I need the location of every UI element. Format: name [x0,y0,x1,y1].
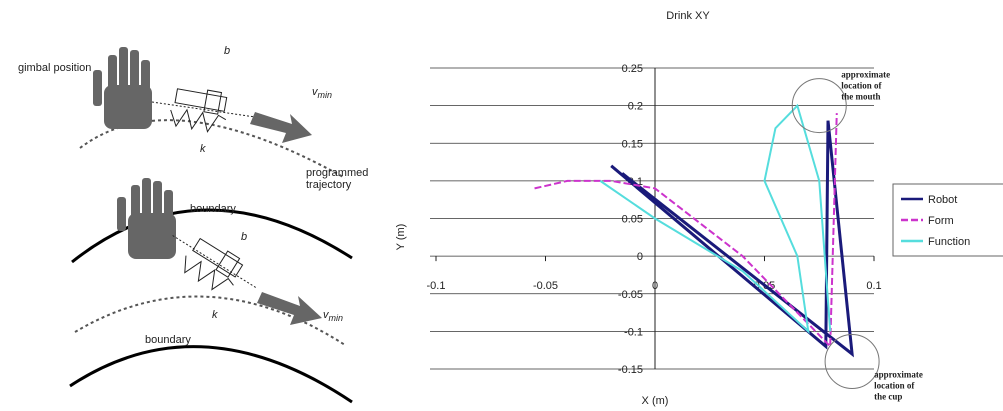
label: programmed [306,167,368,179]
palm [104,85,152,129]
x-tick-label: -0.1 [427,280,446,292]
x-axis-label: X (m) [642,395,669,407]
label: k [212,309,218,321]
velocity-arrow [257,292,322,325]
chart-title: Drink XY [666,10,710,22]
boundary [71,208,353,264]
label: boundary [190,203,236,215]
label: b [241,231,247,243]
series-line [610,120,854,358]
annotation: approximate [874,369,923,379]
y-tick-label: 0.15 [622,138,643,150]
chart: Drink XY X (m) Y (m) 0.25 0.2 0.15 0.1 0.05 0 -0.… [395,10,1003,407]
annotation-circle [791,78,847,134]
link [151,101,263,119]
label: b [224,45,230,57]
y-tick-label: 0.2 [628,101,643,113]
y-tick-label: 0.25 [622,63,643,75]
spring-damper [172,235,258,291]
label: trajectory [306,179,352,191]
x-tick-label: 0 [652,280,658,292]
annotation-circle [824,333,880,389]
annotation: location of [841,81,882,91]
label: gimbal position [18,62,91,74]
thumb [93,70,102,106]
finger [130,50,139,95]
y-axis-label: Y (m) [395,224,407,251]
diagram-top: gimbal position b k vmin programmed traj… [18,45,368,191]
annotation: approximate [841,70,890,80]
label: boundary [145,334,191,346]
diagram-bottom: boundary b k vmin boundary [69,178,353,404]
thumb [117,197,126,231]
y-tick-label: -0.1 [624,326,643,338]
label: vmin [312,86,332,100]
velocity-arrow [250,112,312,143]
y-tick-label: -0.05 [618,289,643,301]
label: k [200,143,206,155]
palm [128,213,176,259]
finger [119,47,128,95]
label: vmin [323,309,343,323]
series-line [599,103,832,335]
annotation: the cup [874,391,902,401]
y-tick-label: 0 [637,251,643,263]
annotation: location of [874,380,915,390]
x-tick-label: 0.1 [866,280,881,292]
y-tick-label: 0.05 [622,214,643,226]
y-tick-label: -0.15 [618,364,643,376]
x-tick-label: -0.05 [533,280,558,292]
trajectory [74,295,346,346]
legend-label: Form [928,215,954,227]
boundary [69,345,353,404]
legend-label: Robot [928,194,957,206]
spring-damper [170,88,228,133]
annotation: the mouth [841,92,880,102]
series-line [534,113,838,349]
legend-label: Function [928,236,970,248]
